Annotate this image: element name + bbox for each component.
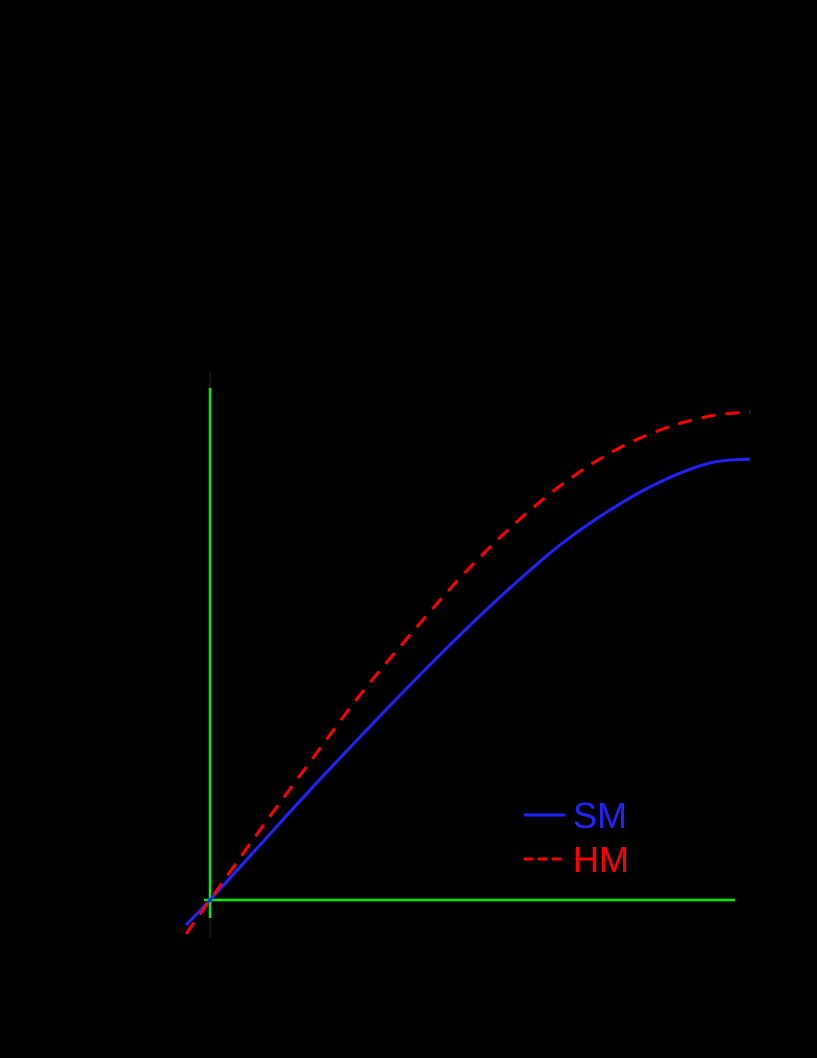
legend-label-hm: HM <box>573 839 629 880</box>
legend-label-sm: SM <box>573 795 627 836</box>
reference-lines <box>204 372 735 938</box>
series-lines <box>184 410 751 935</box>
series-line-sm <box>184 457 751 927</box>
series-line-hm <box>184 410 751 935</box>
